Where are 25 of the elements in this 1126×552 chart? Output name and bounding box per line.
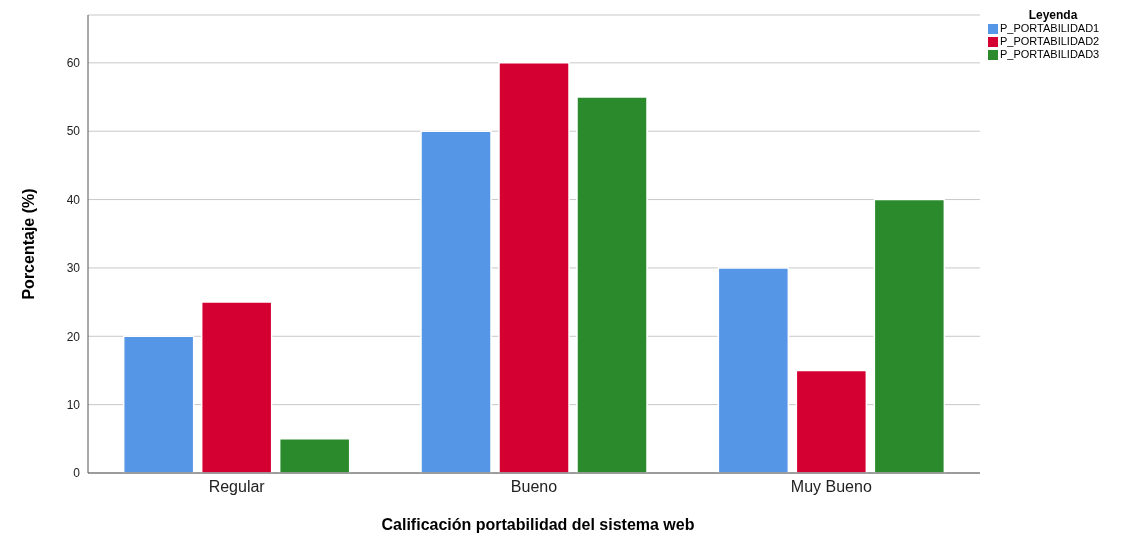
- bar: [498, 62, 570, 473]
- legend-title: Leyenda: [1027, 8, 1079, 22]
- bar: [795, 369, 868, 473]
- y-tick-label: 40: [66, 192, 81, 207]
- legend-label: P_PORTABILIDAD2: [1000, 35, 1100, 48]
- y-tick-label: 30: [66, 261, 81, 276]
- y-tick-label: 10: [66, 397, 81, 412]
- bar: [873, 198, 946, 473]
- y-axis-title: Porcentaje (%): [19, 188, 37, 300]
- y-tick-label: 0: [73, 466, 81, 481]
- legend-label: P_PORTABILIDAD3: [1000, 48, 1100, 61]
- bar: [278, 438, 351, 473]
- legend-label: P_PORTABILIDAD1: [1000, 22, 1100, 35]
- bar: [420, 130, 492, 473]
- x-tick-label: Muy Bueno: [790, 478, 872, 496]
- bar: [717, 267, 790, 473]
- y-tick-label: 60: [66, 56, 81, 71]
- bar: [576, 96, 648, 473]
- y-tick-label: 50: [66, 124, 81, 139]
- x-tick-label: Regular: [208, 478, 266, 496]
- bar: [200, 301, 273, 473]
- y-tick-label: 20: [66, 329, 81, 344]
- x-axis-title: Calificación portabilidad del sistema web: [380, 516, 696, 534]
- bar: [122, 335, 195, 473]
- x-tick-label: Bueno: [510, 478, 558, 496]
